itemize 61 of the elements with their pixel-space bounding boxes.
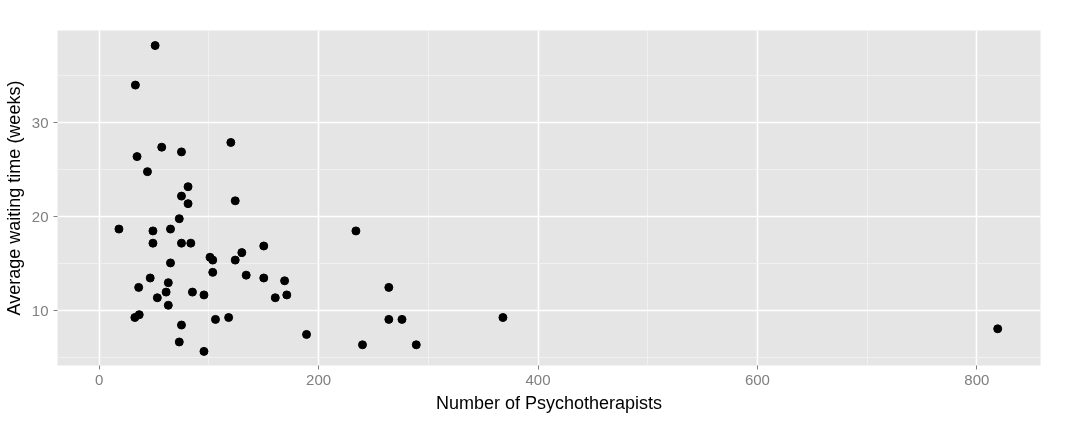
point	[148, 226, 158, 236]
point	[161, 287, 171, 297]
point	[145, 273, 155, 283]
point	[384, 314, 394, 324]
point	[230, 255, 240, 265]
point	[142, 167, 152, 177]
point	[166, 258, 175, 268]
point	[134, 310, 144, 320]
x-tick-label: 200	[306, 370, 332, 388]
point	[176, 147, 186, 157]
point	[199, 346, 209, 356]
point	[132, 152, 142, 162]
point	[498, 313, 508, 322]
point	[199, 290, 209, 300]
point	[174, 214, 184, 224]
point	[187, 287, 197, 297]
y-tick-label: 10	[31, 301, 49, 319]
point	[230, 196, 240, 206]
point	[224, 313, 234, 322]
x-tick-label: 0	[95, 370, 104, 388]
point	[302, 329, 312, 339]
x-tick-label: 400	[525, 370, 551, 388]
point	[148, 238, 158, 248]
point	[176, 320, 186, 330]
point	[237, 248, 247, 258]
point	[259, 273, 269, 283]
point	[384, 282, 394, 292]
point	[163, 278, 173, 288]
point	[134, 282, 144, 292]
point	[226, 137, 236, 147]
x-tick-label: 600	[744, 370, 770, 388]
point	[176, 238, 186, 248]
point	[114, 224, 124, 234]
point	[351, 226, 361, 236]
point	[241, 270, 251, 280]
point	[183, 199, 193, 209]
point	[130, 80, 140, 90]
point	[208, 267, 218, 277]
point	[186, 238, 196, 248]
y-tick-label: 20	[31, 207, 49, 225]
point	[176, 191, 186, 201]
point	[280, 276, 290, 286]
point	[993, 324, 1003, 334]
y-axis-title: Average waiting time (weeks)	[3, 80, 24, 316]
point	[357, 340, 367, 350]
point	[152, 293, 162, 303]
x-tick-label: 800	[964, 370, 990, 388]
point	[157, 142, 167, 152]
point	[282, 290, 292, 300]
point	[183, 182, 193, 192]
point	[270, 293, 280, 303]
point	[163, 300, 173, 310]
point	[166, 224, 175, 234]
point	[259, 241, 269, 251]
x-axis-title: Number of Psychotherapists	[435, 392, 663, 413]
y-tick-label: 30	[31, 113, 49, 131]
point	[411, 340, 421, 350]
point	[397, 314, 407, 324]
point	[210, 314, 220, 324]
point	[174, 337, 184, 347]
point	[150, 41, 160, 51]
